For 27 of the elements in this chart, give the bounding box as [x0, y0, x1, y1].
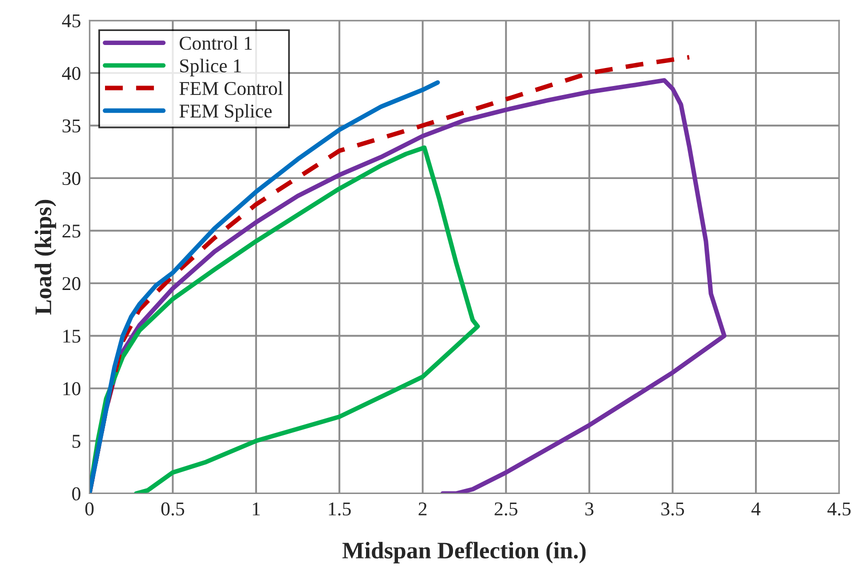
x-axis-title: Midspan Deflection (in.): [342, 542, 586, 564]
x-tick-label: 3: [585, 502, 594, 516]
x-tick-label: 3.5: [661, 502, 684, 516]
legend-label: FEM Control: [179, 81, 283, 96]
x-tick-label: 1.5: [328, 502, 351, 516]
y-tick-label: 35: [62, 119, 80, 132]
y-tick-label: 5: [72, 434, 80, 448]
y-tick-label: 40: [62, 66, 80, 80]
y-axis-title: Load (kips): [34, 200, 56, 315]
legend-label: Control 1: [180, 36, 252, 50]
x-tick-label: 0: [85, 502, 94, 516]
y-tick-label: 45: [62, 14, 80, 28]
y-tick-label: 15: [63, 330, 80, 343]
x-tick-label: 4.5: [827, 502, 851, 516]
y-tick-label: 30: [62, 172, 80, 186]
x-tick-label: 1: [252, 502, 260, 516]
x-tick-label: 2: [418, 502, 426, 516]
x-tick-label: 4: [751, 502, 760, 516]
legend-label: Splice 1: [180, 58, 241, 76]
x-tick-label: 0.5: [161, 502, 184, 516]
y-tick-label: 10: [63, 382, 80, 396]
x-tick-label: 2.5: [494, 502, 518, 516]
y-tick-label: 0: [72, 487, 80, 500]
y-tick-label: 20: [62, 277, 80, 290]
y-tick-label: 25: [62, 224, 80, 238]
line-series: [89, 80, 440, 494]
legend-label: FEM Splice: [179, 104, 272, 122]
